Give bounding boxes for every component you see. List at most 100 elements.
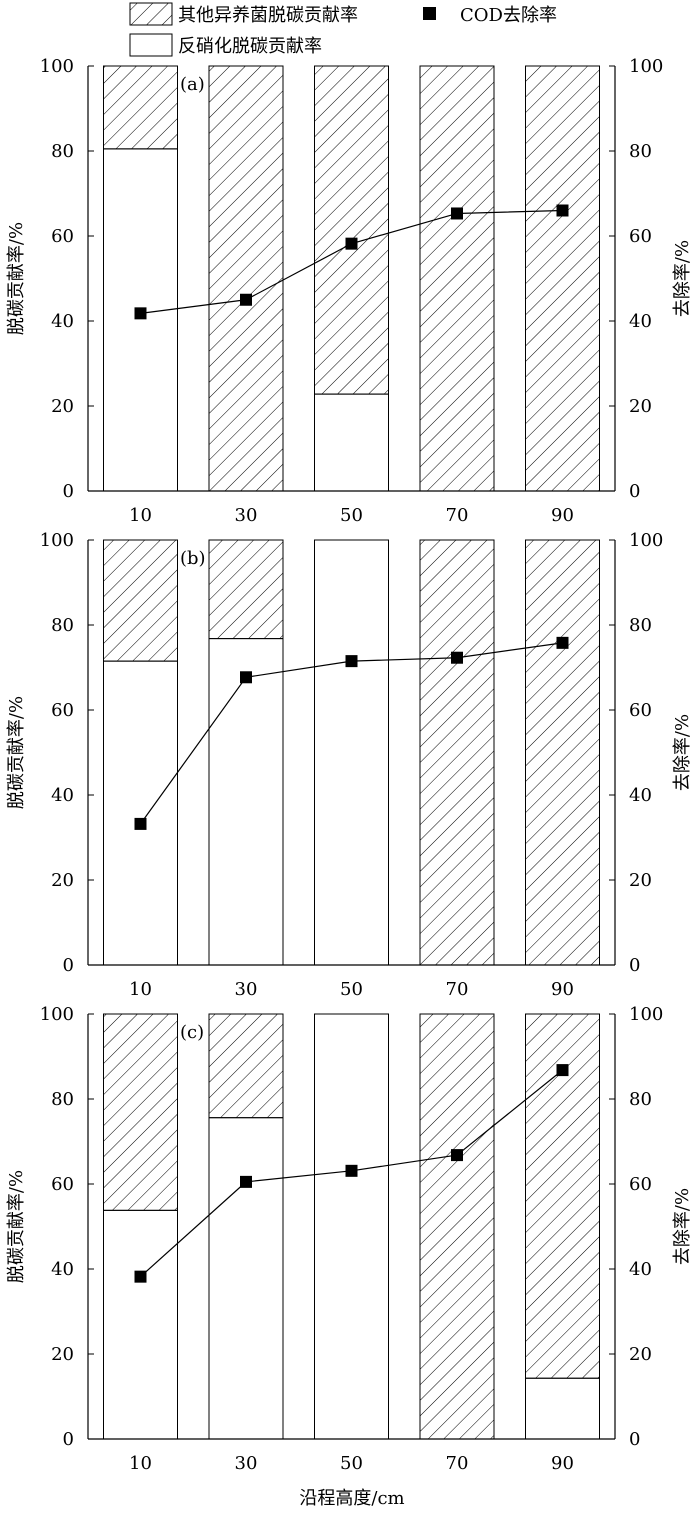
cod-removal-marker [451, 1149, 463, 1162]
legend: 其他异养菌脱碳贡献率 COD去除率 反硝化脱碳贡献率 [129, 2, 557, 57]
bar-denitrification [208, 638, 284, 966]
legend-hatched-label: 其他异养菌脱碳贡献率 [178, 5, 358, 26]
cod-removal-marker [134, 307, 147, 320]
y-tick-label-right: 60 [629, 700, 652, 721]
cod-removal-marker [345, 237, 358, 250]
x-tick-label: 50 [340, 979, 363, 1000]
y-tick-label-right: 0 [629, 1429, 640, 1450]
y-tick-label-right: 80 [629, 141, 652, 162]
bar-denitrification [103, 1209, 178, 1440]
x-tick-label: 10 [129, 979, 152, 1000]
x-tick-label: 90 [551, 505, 574, 526]
bar-other-heterotroph [419, 65, 495, 492]
y-tick-label-right: 20 [629, 396, 652, 417]
chart-panel-2: 0 0 20 20 40 40 60 60 80 80 100 100 10 30 50 70 90 (b) 脱碳贡… [6, 530, 693, 1000]
bar-other-heterotroph [208, 65, 284, 492]
bar-other-heterotroph [314, 65, 389, 395]
y-tick-label-left: 100 [40, 1004, 74, 1025]
y-tick-label-left: 60 [51, 1174, 74, 1195]
cod-removal-marker [556, 204, 569, 217]
y-axis-title-left: 脱碳贡献率/% [6, 222, 27, 335]
bar-other-heterotroph [208, 1013, 284, 1119]
x-tick-label: 50 [340, 505, 363, 526]
y-tick-label-right: 40 [629, 1259, 652, 1280]
y-axis-title-left: 脱碳贡献率/% [6, 1170, 27, 1283]
y-tick-label-right: 80 [629, 1089, 652, 1110]
bar-other-heterotroph [419, 1013, 495, 1440]
cod-removal-marker [240, 1175, 252, 1188]
bar-other-heterotroph [103, 1013, 178, 1211]
bar-other-heterotroph [103, 65, 178, 150]
cod-removal-marker [451, 207, 463, 220]
y-tick-label-right: 100 [629, 56, 663, 77]
y-tick-label-left: 0 [63, 481, 74, 502]
y-tick-label-left: 0 [63, 1429, 74, 1450]
y-tick-label-left: 80 [51, 1089, 74, 1110]
y-tick-label-right: 40 [629, 311, 652, 332]
bar-denitrification [314, 539, 389, 966]
y-tick-label-right: 20 [629, 870, 652, 891]
x-tick-label: 30 [235, 505, 258, 526]
legend-white-swatch [129, 33, 173, 57]
x-tick-label: 90 [551, 1453, 574, 1474]
y-tick-label-right: 0 [629, 481, 640, 502]
x-axis-title: 沿程高度/cm [299, 1488, 404, 1509]
chart-panel-3: 0 0 20 20 40 40 60 60 80 80 100 100 10 30 50 70 90 (c) 脱碳贡… [6, 1004, 693, 1474]
x-tick-label: 70 [446, 979, 469, 1000]
legend-square-marker [423, 7, 436, 20]
bar-denitrification [314, 1013, 389, 1440]
cod-removal-marker [240, 293, 252, 306]
cod-removal-marker [451, 651, 463, 664]
panel-label: (a) [180, 74, 205, 95]
cod-removal-marker [345, 655, 358, 668]
y-tick-label-right: 100 [629, 530, 663, 551]
bar-denitrification [525, 1377, 600, 1440]
legend-square-label: COD去除率 [460, 5, 557, 26]
bar-other-heterotroph [525, 539, 600, 966]
panel-label: (b) [180, 548, 206, 569]
y-axis-title-right: 去除率/% [672, 1188, 693, 1265]
y-tick-label-right: 60 [629, 1174, 652, 1195]
x-tick-label: 10 [129, 505, 152, 526]
y-tick-label-right: 0 [629, 955, 640, 976]
x-tick-label: 50 [340, 1453, 363, 1474]
y-axis-title-right: 去除率/% [672, 714, 693, 791]
y-tick-label-left: 40 [51, 785, 74, 806]
y-tick-label-left: 0 [63, 955, 74, 976]
cod-removal-marker [556, 1064, 569, 1077]
y-tick-label-left: 40 [51, 311, 74, 332]
cod-removal-marker [345, 1164, 358, 1177]
bar-other-heterotroph [103, 539, 178, 662]
legend-white-label: 反硝化脱碳贡献率 [178, 36, 322, 57]
y-tick-label-right: 20 [629, 1344, 652, 1365]
cod-removal-marker [556, 636, 569, 649]
y-tick-label-left: 80 [51, 141, 74, 162]
bar-denitrification [103, 148, 178, 492]
y-tick-label-left: 20 [51, 870, 74, 891]
y-tick-label-left: 20 [51, 1344, 74, 1365]
bar-denitrification [103, 660, 178, 966]
y-tick-label-right: 40 [629, 785, 652, 806]
y-tick-label-left: 60 [51, 700, 74, 721]
y-tick-label-left: 80 [51, 615, 74, 636]
bar-denitrification [314, 393, 389, 492]
y-axis-title-left: 脱碳贡献率/% [6, 696, 27, 809]
x-tick-label: 70 [446, 505, 469, 526]
x-tick-label: 30 [235, 1453, 258, 1474]
x-tick-label: 10 [129, 1453, 152, 1474]
y-tick-label-left: 100 [40, 530, 74, 551]
x-tick-label: 90 [551, 979, 574, 1000]
chart-panel-1: 0 0 20 20 40 40 60 60 80 80 100 100 10 30 50 70 90 (a) 脱碳贡… [6, 56, 693, 526]
y-tick-label-left: 20 [51, 396, 74, 417]
y-tick-label-right: 60 [629, 226, 652, 247]
panel-label: (c) [180, 1022, 204, 1043]
y-tick-label-left: 100 [40, 56, 74, 77]
cod-removal-marker [134, 1270, 147, 1283]
bar-other-heterotroph [525, 65, 600, 492]
y-tick-label-left: 60 [51, 226, 74, 247]
y-tick-label-left: 40 [51, 1259, 74, 1280]
legend-hatched-swatch [129, 2, 173, 26]
bar-other-heterotroph [208, 539, 284, 640]
